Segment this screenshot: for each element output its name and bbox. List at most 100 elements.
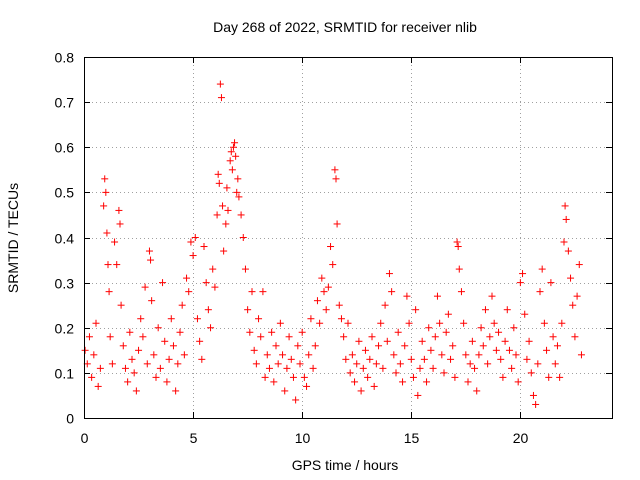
data-point-marker [292,396,300,404]
data-point-marker [477,324,485,332]
data-point-marker [124,378,132,386]
data-point-marker [211,283,219,291]
data-point-marker [115,206,123,214]
data-point-marker [399,378,407,386]
data-point-marker [309,364,317,372]
data-point-marker [534,360,542,368]
data-point-marker [152,373,160,381]
data-point-marker [183,274,191,282]
data-point-marker [551,360,559,368]
chart-title: Day 268 of 2022, SRMTID for receiver nli… [213,19,477,35]
data-point-marker [560,238,568,246]
data-point-marker [420,355,428,363]
data-point-marker [296,360,304,368]
data-point-marker [558,319,566,327]
data-point-marker [234,175,242,183]
data-point-marker [425,324,433,332]
data-point-marker [575,261,583,269]
data-point-marker [396,360,404,368]
data-point-marker [388,288,396,296]
data-point-marker [549,333,557,341]
data-point-marker [394,328,402,336]
data-point-marker [353,360,361,368]
data-point-marker [471,364,479,372]
data-point-marker [547,279,555,287]
data-point-marker [436,319,444,327]
data-point-marker [85,333,93,341]
data-point-marker [202,279,210,287]
data-point-marker [106,333,114,341]
data-point-marker [473,387,481,395]
data-point-marker [145,247,153,255]
data-point-marker [265,364,273,372]
data-point-marker [553,342,561,350]
y-tick-label: 0.6 [55,140,75,156]
data-point-marker [344,319,352,327]
data-point-marker [81,346,89,354]
data-point-marker [113,261,121,269]
data-point-marker [229,143,237,151]
data-point-marker [298,328,306,336]
data-point-marker [108,360,116,368]
data-point-marker [263,351,271,359]
data-point-marker [479,342,487,350]
data-point-marker [141,283,149,291]
data-point-marker [359,364,367,372]
data-point-marker [355,337,363,345]
x-tick-label: 10 [295,430,311,446]
x-tick-label: 5 [190,430,198,446]
data-point-marker [357,387,365,395]
data-point-marker [239,234,247,241]
data-point-marker [189,252,197,260]
data-point-marker [223,184,231,192]
data-point-marker [219,202,227,210]
data-point-marker [440,369,448,377]
data-point-marker [217,94,225,102]
y-tick-label: 0.7 [55,95,75,111]
data-point-marker [105,288,113,296]
data-point-marker [466,360,474,368]
data-point-marker [508,364,516,372]
data-point-marker [335,301,343,309]
data-point-marker [377,319,385,327]
data-point-marker [311,342,319,350]
data-point-marker [255,315,263,323]
data-point-marker [540,319,548,327]
data-point-marker [468,337,476,345]
data-point-marker [272,342,280,350]
data-point-marker [216,80,224,88]
data-point-marker [464,378,472,386]
data-point-marker [351,378,359,386]
data-point-marker [150,351,158,359]
data-point-marker [88,373,96,381]
data-point-marker [449,342,457,350]
data-point-marker [366,355,374,363]
data-point-marker [281,387,289,395]
data-point-marker [237,211,245,219]
data-point-marker [538,265,546,273]
data-point-marker [279,351,287,359]
data-point-marker [562,215,570,223]
data-point-marker [523,355,531,363]
data-point-marker [503,306,511,314]
data-point-marker [462,351,470,359]
data-point-marker [519,270,527,278]
data-point-marker [119,342,127,350]
data-point-marker [329,261,337,269]
data-point-marker [375,342,383,350]
data-point-marker [159,279,167,287]
data-point-marker [423,378,431,386]
data-point-marker [276,319,284,327]
data-point-marker [532,400,540,408]
data-point-marker [414,391,422,399]
data-point-marker [196,337,204,345]
data-point-marker [252,360,260,368]
data-point-marker [454,243,462,251]
data-point-marker [455,265,463,273]
data-point-marker [320,288,328,296]
data-point-marker [213,211,221,219]
data-point-marker [390,351,398,359]
data-point-marker [270,378,278,386]
data-point-marker [200,243,208,251]
